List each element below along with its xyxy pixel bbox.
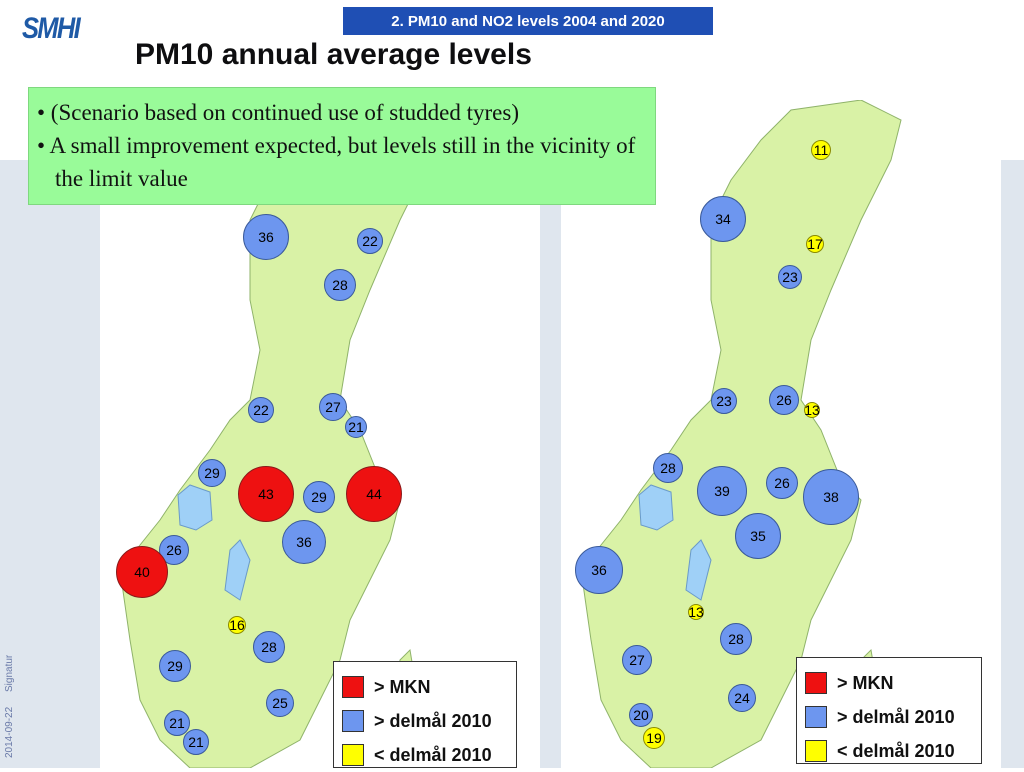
station-marker-blue: 36: [243, 214, 289, 260]
footer-signature: Signatur: [4, 654, 15, 692]
legend-swatch-red: [805, 672, 827, 694]
legend-swatch-red: [342, 676, 364, 698]
station-marker-blue: 34: [700, 196, 746, 242]
station-marker-red: 44: [346, 466, 402, 522]
side-footer: 2014-09-22 Signatur: [0, 630, 20, 760]
station-marker-blue: 24: [728, 684, 756, 712]
station-marker-blue: 20: [629, 703, 653, 727]
legend-label: > delmål 2010: [374, 710, 492, 731]
station-marker-blue: 21: [164, 710, 190, 736]
station-marker-blue: 28: [324, 269, 356, 301]
station-marker-blue: 36: [575, 546, 623, 594]
station-marker-blue: 27: [622, 645, 652, 675]
legend-swatch-yellow: [805, 740, 827, 762]
station-marker-blue: 29: [159, 650, 191, 682]
legend-row: > MKN: [342, 670, 516, 704]
station-marker-blue: 29: [198, 459, 226, 487]
station-marker-blue: 22: [248, 397, 274, 423]
station-marker-blue: 21: [183, 729, 209, 755]
station-marker-blue: 28: [720, 623, 752, 655]
station-marker-blue: 25: [266, 689, 294, 717]
station-marker-yellow: 13: [804, 402, 820, 418]
legend-row: > delmål 2010: [805, 700, 981, 734]
bullet-item: • (Scenario based on continued use of st…: [37, 100, 519, 125]
legend-2004: > MKN > delmål 2010 < delmål 2010: [333, 661, 517, 768]
station-marker-blue: 29: [303, 481, 335, 513]
station-marker-blue: 26: [766, 467, 798, 499]
legend-row: > delmål 2010: [342, 704, 516, 738]
legend-swatch-blue: [805, 706, 827, 728]
station-marker-yellow: 13: [688, 604, 704, 620]
legend-swatch-blue: [342, 710, 364, 732]
station-marker-red: 40: [116, 546, 168, 598]
station-marker-blue: 21: [345, 416, 367, 438]
page-title: PM10 annual average levels: [135, 38, 532, 71]
legend-label: > MKN: [374, 676, 431, 697]
legend-2020: > MKN > delmål 2010 < delmål 2010: [796, 657, 982, 764]
station-marker-red: 43: [238, 466, 294, 522]
station-marker-blue: 28: [653, 453, 683, 483]
legend-swatch-yellow: [342, 744, 364, 766]
legend-label: > delmål 2010: [837, 706, 955, 727]
legend-row: > MKN: [805, 666, 981, 700]
footer-date: 2014-09-22: [4, 706, 15, 758]
station-marker-blue: 36: [282, 520, 326, 564]
map-2004: 36 22 28 22 27 21 29 43 29 44 36 26 40 16 28 29 25 21 21: [100, 100, 540, 768]
station-marker-yellow: 17: [806, 235, 824, 253]
station-marker-yellow: 16: [228, 616, 246, 634]
station-marker-blue: 28: [253, 631, 285, 663]
legend-label: < delmål 2010: [374, 744, 492, 765]
station-marker-yellow: 11: [811, 140, 831, 160]
station-marker-yellow: 19: [643, 727, 665, 749]
station-marker-blue: 23: [778, 265, 802, 289]
station-marker-blue: 26: [769, 385, 799, 415]
legend-label: > MKN: [837, 672, 894, 693]
legend-row: < delmål 2010: [805, 734, 981, 768]
section-tag: 2. PM10 and NO2 levels 2004 and 2020: [342, 6, 714, 36]
bullet-item: • A small improvement expected, but leve…: [37, 133, 636, 191]
legend-label: < delmål 2010: [837, 740, 955, 761]
station-marker-blue: 22: [357, 228, 383, 254]
legend-row: < delmål 2010: [342, 738, 516, 772]
station-marker-blue: 27: [319, 393, 347, 421]
station-marker-blue: 35: [735, 513, 781, 559]
station-marker-blue: 38: [803, 469, 859, 525]
station-marker-blue: 23: [711, 388, 737, 414]
bullet-box: • (Scenario based on continued use of st…: [28, 87, 656, 205]
station-marker-blue: 39: [697, 466, 747, 516]
smhi-logo: SMHI: [22, 12, 81, 45]
